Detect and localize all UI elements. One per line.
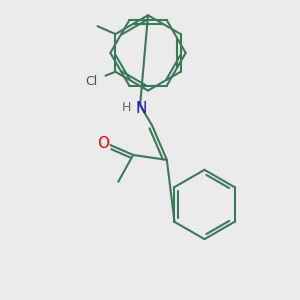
Text: Cl: Cl	[85, 75, 98, 88]
Text: N: N	[135, 101, 147, 116]
Text: O: O	[98, 136, 110, 151]
Text: H: H	[122, 101, 131, 114]
